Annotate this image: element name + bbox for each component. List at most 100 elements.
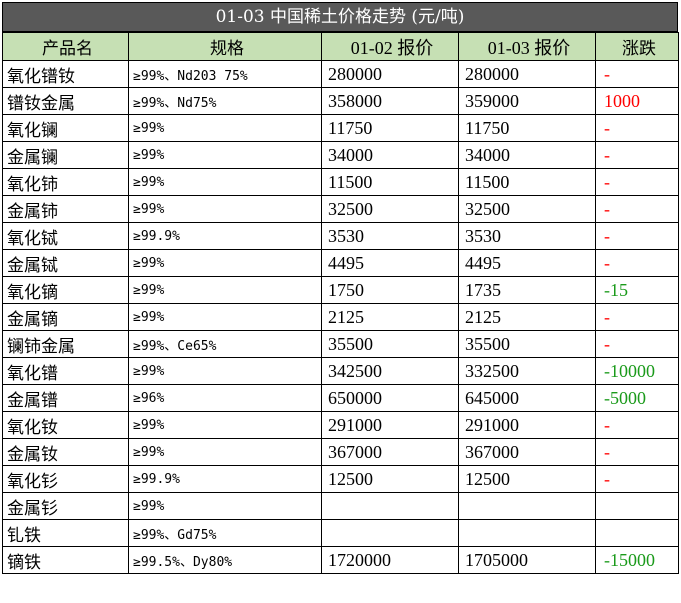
table-row: 钆铁 ≥99%、Gd75% xyxy=(2,519,679,547)
curr-price-cell: 645000 xyxy=(458,384,596,412)
spec-cell: ≥99% xyxy=(128,195,322,223)
change-cell: - xyxy=(595,222,679,250)
table-row: 金属铽 ≥99% 4495 4495- xyxy=(2,249,679,277)
product-name-cell: 钆铁 xyxy=(2,519,129,547)
table-row: 氧化钐 ≥99.9% 12500 12500- xyxy=(2,465,679,493)
prev-price-cell: 1750 xyxy=(321,276,459,304)
table-row: 氧化镧 ≥99% 11750 11750- xyxy=(2,114,679,142)
prev-price-cell: 2125 xyxy=(321,303,459,331)
change-cell: - xyxy=(595,330,679,358)
prev-price-cell: 280000 xyxy=(321,60,459,88)
curr-price-cell xyxy=(458,492,596,520)
curr-price-cell: 280000 xyxy=(458,60,596,88)
table-row: 氧化铽 ≥99.9% 3530 3530- xyxy=(2,222,679,250)
curr-price-cell: 291000 xyxy=(458,411,596,439)
spec-cell: ≥99.5%、Dy80% xyxy=(128,546,322,574)
change-cell: -10000 xyxy=(595,357,679,385)
table-row: 氧化钕 ≥99% 291000 291000- xyxy=(2,411,679,439)
table-row: 镝铁 ≥99.5%、Dy80% 1720000 1705000 -15000 xyxy=(2,546,679,574)
product-name-cell: 金属铈 xyxy=(2,195,129,223)
product-name-cell: 氧化钐 xyxy=(2,465,129,493)
product-name-cell: 镨钕金属 xyxy=(2,87,129,115)
product-name-cell: 氧化铈 xyxy=(2,168,129,196)
change-cell: -15000 xyxy=(595,546,679,574)
product-name-cell: 金属钕 xyxy=(2,438,129,466)
product-name-cell: 氧化镨 xyxy=(2,357,129,385)
change-cell: - xyxy=(595,168,679,196)
spec-cell: ≥99% xyxy=(128,141,322,169)
price-table: 产品名 规格 01-02 报价 01-03 报价 涨跌 氧化镨钕 ≥99%、Nd2… xyxy=(2,32,679,574)
product-name-cell: 氧化镨钕 xyxy=(2,60,129,88)
prev-price-cell: 35500 xyxy=(321,330,459,358)
curr-price-cell: 359000 xyxy=(458,87,596,115)
product-name-cell: 金属镨 xyxy=(2,384,129,412)
change-cell: -15 xyxy=(595,276,679,304)
curr-price-cell: 32500 xyxy=(458,195,596,223)
spec-cell: ≥99% xyxy=(128,492,322,520)
spec-cell: ≥99.9% xyxy=(128,465,322,493)
header-prev-price: 01-02 报价 xyxy=(321,32,459,61)
table-title: 01-03 中国稀土价格走势 (元/吨) xyxy=(2,2,678,32)
change-cell: - xyxy=(595,141,679,169)
curr-price-cell: 367000 xyxy=(458,438,596,466)
spec-cell: ≥99.9% xyxy=(128,222,322,250)
curr-price-cell: 34000 xyxy=(458,141,596,169)
prev-price-cell: 291000 xyxy=(321,411,459,439)
product-name-cell: 氧化铽 xyxy=(2,222,129,250)
change-cell: - xyxy=(595,249,679,277)
spec-cell: ≥99% xyxy=(128,438,322,466)
prev-price-cell: 3530 xyxy=(321,222,459,250)
change-cell: - xyxy=(595,411,679,439)
table-row: 氧化镨钕 ≥99%、Nd203 75% 280000 280000- xyxy=(2,60,679,88)
prev-price-cell: 11500 xyxy=(321,168,459,196)
header-curr-price: 01-03 报价 xyxy=(458,32,596,61)
prev-price-cell: 342500 xyxy=(321,357,459,385)
table-row: 金属镧 ≥99% 34000 34000- xyxy=(2,141,679,169)
change-cell: - xyxy=(595,303,679,331)
prev-price-cell: 650000 xyxy=(321,384,459,412)
curr-price-cell: 2125 xyxy=(458,303,596,331)
table-row: 氧化镝 ≥99% 1750 1735 -15 xyxy=(2,276,679,304)
spec-cell: ≥99%、Ce65% xyxy=(128,330,322,358)
table-row: 氧化铈 ≥99% 11500 11500- xyxy=(2,168,679,196)
spec-cell: ≥99%、Nd75% xyxy=(128,87,322,115)
prev-price-cell xyxy=(321,519,459,547)
curr-price-cell: 12500 xyxy=(458,465,596,493)
product-name-cell: 镝铁 xyxy=(2,546,129,574)
table-row: 氧化镨 ≥99% 342500 332500 -10000 xyxy=(2,357,679,385)
product-name-cell: 金属铽 xyxy=(2,249,129,277)
curr-price-cell xyxy=(458,519,596,547)
table-row: 金属钕 ≥99% 367000 367000- xyxy=(2,438,679,466)
curr-price-cell: 4495 xyxy=(458,249,596,277)
prev-price-cell: 1720000 xyxy=(321,546,459,574)
spec-cell: ≥99% xyxy=(128,411,322,439)
prev-price-cell: 4495 xyxy=(321,249,459,277)
change-cell xyxy=(595,492,679,520)
prev-price-cell: 34000 xyxy=(321,141,459,169)
spec-cell: ≥99% xyxy=(128,276,322,304)
price-table-container: 01-03 中国稀土价格走势 (元/吨) 产品名 规格 01-02 报价 01-… xyxy=(2,2,679,574)
spec-cell: ≥99%、Nd203 75% xyxy=(128,60,322,88)
change-cell: 1000 xyxy=(595,87,679,115)
change-cell: - xyxy=(595,195,679,223)
prev-price-cell: 12500 xyxy=(321,465,459,493)
change-cell: - xyxy=(595,438,679,466)
product-name-cell: 镧铈金属 xyxy=(2,330,129,358)
table-row: 金属镨 ≥96% 650000 645000 -5000 xyxy=(2,384,679,412)
table-row: 金属铈 ≥99% 32500 32500- xyxy=(2,195,679,223)
product-name-cell: 氧化镝 xyxy=(2,276,129,304)
spec-cell: ≥99% xyxy=(128,114,322,142)
table-row: 镨钕金属 ≥99%、Nd75% 358000 359000 1000 xyxy=(2,87,679,115)
table-row: 镧铈金属 ≥99%、Ce65% 35500 35500- xyxy=(2,330,679,358)
header-product: 产品名 xyxy=(2,32,129,61)
spec-cell: ≥99% xyxy=(128,357,322,385)
curr-price-cell: 3530 xyxy=(458,222,596,250)
change-cell: - xyxy=(595,114,679,142)
table-row: 金属镝 ≥99% 2125 2125- xyxy=(2,303,679,331)
curr-price-cell: 11750 xyxy=(458,114,596,142)
product-name-cell: 金属钐 xyxy=(2,492,129,520)
spec-cell: ≥96% xyxy=(128,384,322,412)
table-body: 氧化镨钕 ≥99%、Nd203 75% 280000 280000- 镨钕金属 ≥99%、… xyxy=(2,60,679,574)
curr-price-cell: 35500 xyxy=(458,330,596,358)
prev-price-cell: 11750 xyxy=(321,114,459,142)
